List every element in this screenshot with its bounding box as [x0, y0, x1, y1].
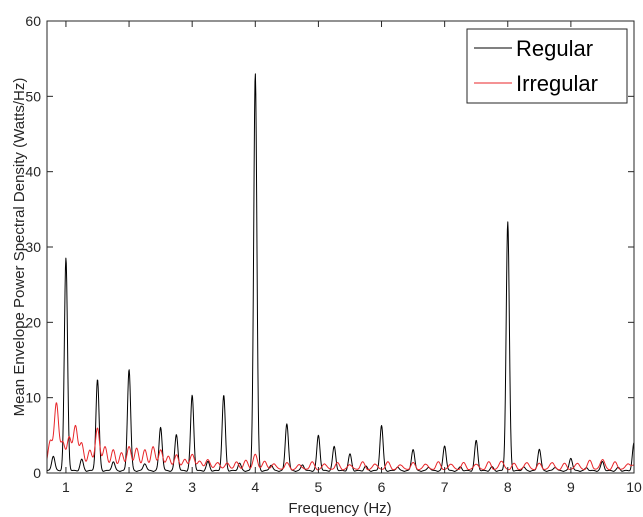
x-tick-label: 9: [567, 479, 575, 495]
x-tick-label: 3: [188, 479, 196, 495]
y-axis-label: Mean Envelope Power Spectral Density (Wa…: [11, 78, 28, 417]
x-tick-label: 10: [626, 479, 642, 495]
x-tick-label: 7: [441, 479, 449, 495]
legend-label-regular: Regular: [516, 36, 593, 61]
series-layer: [46, 73, 635, 472]
y-tick-label: 50: [25, 88, 41, 104]
x-axis-label: Frequency (Hz): [288, 500, 391, 517]
series-line-irregular: [46, 402, 635, 471]
x-tick-label: 5: [315, 479, 323, 495]
x-axis-ticks: 1 2 3 4 5 6 7 8 9 10: [62, 21, 642, 495]
y-tick-label: 60: [25, 13, 41, 29]
legend: Regular Irregular: [466, 28, 628, 104]
x-tick-label: 6: [378, 479, 386, 495]
y-tick-label: 20: [25, 314, 41, 330]
x-tick-label: 1: [62, 479, 70, 495]
legend-label-irregular: Irregular: [516, 71, 598, 96]
x-tick-label: 4: [251, 479, 259, 495]
x-tick-label: 8: [504, 479, 512, 495]
x-tick-label: 2: [125, 479, 133, 495]
y-tick-label: 0: [33, 465, 41, 481]
y-tick-label: 30: [25, 239, 41, 255]
legend-box: [466, 28, 628, 104]
y-tick-label: 10: [25, 390, 41, 406]
y-axis-ticks: 0 10 20 30 40 50 60: [25, 13, 634, 481]
y-tick-label: 40: [25, 164, 41, 180]
